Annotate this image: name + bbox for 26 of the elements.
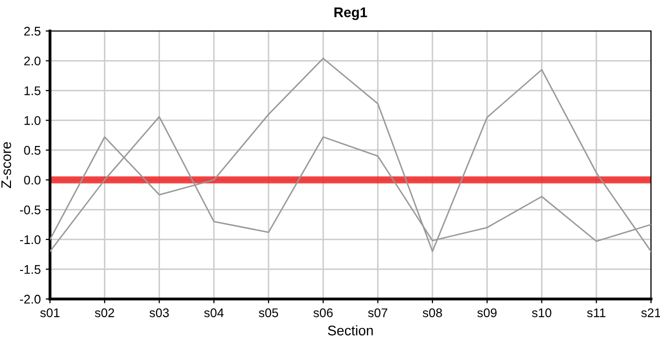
x-tick-label: s08 <box>422 308 442 318</box>
y-tick-label: 0.5 <box>24 146 40 155</box>
y-tick-label: -2.0 <box>20 294 40 304</box>
x-tick-label: s21 <box>641 308 660 318</box>
y-tick-label: -1.5 <box>20 265 40 274</box>
x-tick-label: s02 <box>94 308 114 318</box>
y-tick-label: -0.5 <box>20 205 40 214</box>
x-tick-label: s07 <box>368 308 388 318</box>
x-tick-label: s03 <box>150 308 169 318</box>
y-tick-label: 1.5 <box>24 86 40 96</box>
x-tick-label: s04 <box>204 308 224 318</box>
chart-title: Reg1 <box>334 8 368 20</box>
y-tick-label: 0.0 <box>24 176 40 185</box>
y-tick-label: 2.0 <box>24 56 40 66</box>
line-series <box>50 58 651 252</box>
x-axis-title: Section <box>328 325 373 336</box>
x-tick-label: s06 <box>313 308 333 318</box>
x-tick-label: s10 <box>532 308 552 318</box>
y-axis-title: Z-score <box>1 142 12 188</box>
x-tick-label: s01 <box>40 308 60 318</box>
y-tick-label: 1.0 <box>24 116 40 125</box>
x-tick-label: s09 <box>477 308 497 318</box>
y-tick-label: 2.5 <box>24 26 40 36</box>
y-tick-label: -1.0 <box>20 235 40 244</box>
x-tick-label: s05 <box>258 308 278 318</box>
x-tick-label: s11 <box>587 308 606 318</box>
